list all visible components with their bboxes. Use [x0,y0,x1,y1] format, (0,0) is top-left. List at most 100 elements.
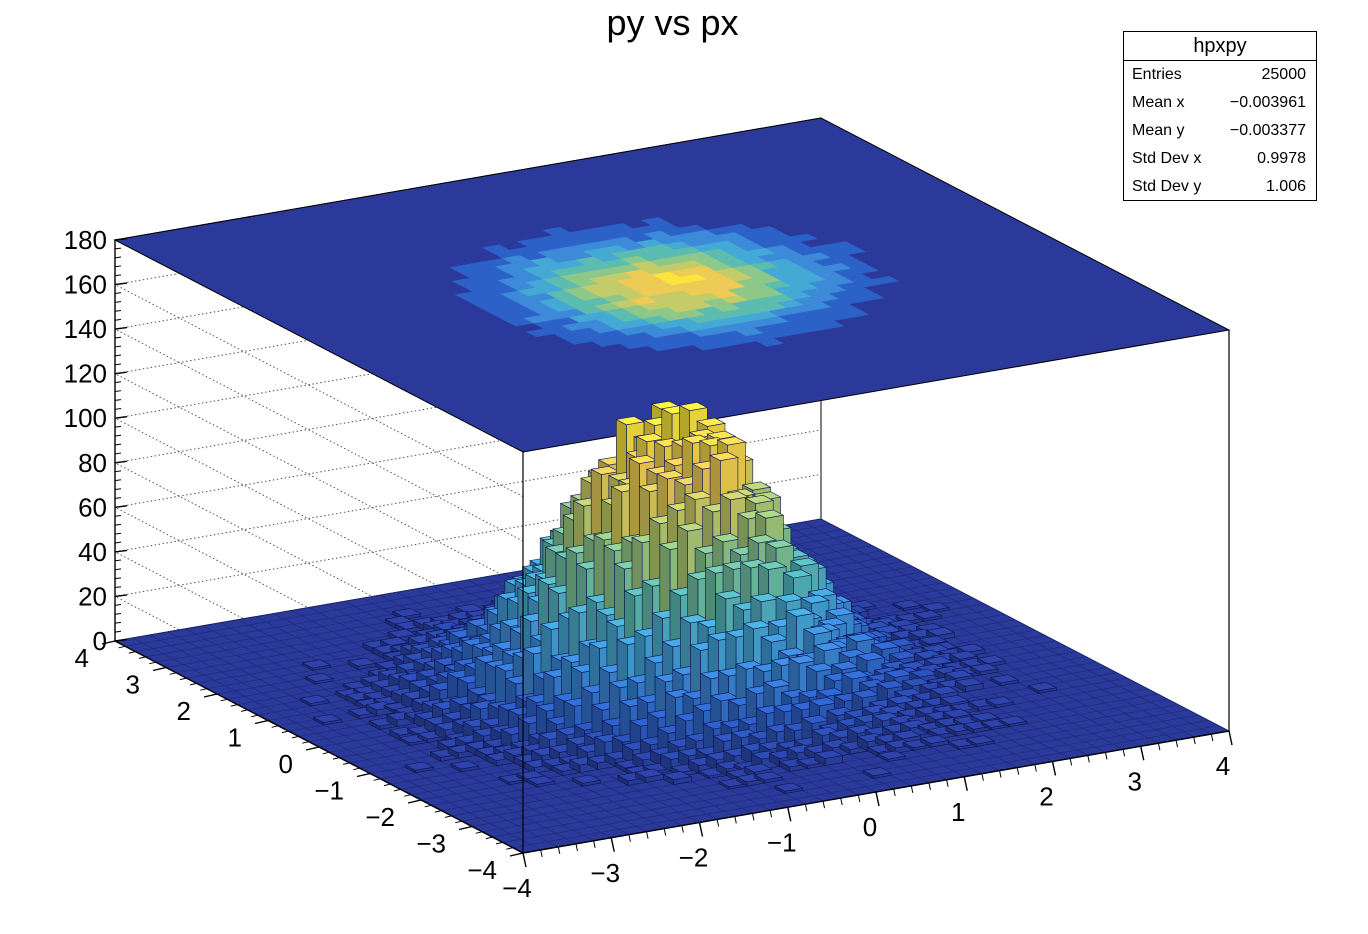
z-minor-tick [114,621,122,624]
bar-top-face [743,763,773,773]
x-minor-tick [1034,764,1037,772]
y-minor-tick [465,826,473,829]
bar [969,712,1000,725]
x-minor-tick [522,852,525,861]
contour-cell [770,186,801,196]
bar-top-face [976,654,1007,665]
x-minor-tick [857,794,861,803]
x-minor-tick [804,804,808,812]
bar-top-face [754,509,785,519]
stats-row-stddev-x: Std Dev x 0.9978 [1124,145,1316,173]
contour-cell [447,214,478,224]
z-tick-label: 60 [78,492,107,522]
bar-top-face [742,620,773,630]
x-tick-label: 4 [1216,751,1230,781]
bar-top-face [706,430,737,440]
bar [965,735,996,747]
y-minor-tick [332,757,340,760]
bar-top-face [800,714,831,724]
y-minor-tick [169,672,177,675]
bar-top-face [719,491,750,501]
y-minor-tick [363,773,371,776]
bar-top-face [912,610,943,620]
bar-top-face [714,590,745,600]
bar-top-face [782,569,813,579]
bar-top-face [876,680,906,690]
x-tick-label: 3 [1128,766,1142,796]
x-tick-label: −3 [590,858,620,888]
z-minor-tick [114,247,122,250]
bar [697,767,728,779]
z-minor-tick [114,372,122,375]
stats-label: Std Dev x [1132,150,1202,167]
y-minor-tick [179,677,187,681]
z-tick-label: 140 [64,314,107,344]
floor-gridline [785,524,1194,738]
y-minor-tick [261,720,269,723]
y-tick-label: 2 [177,696,191,726]
stats-label: Std Dev y [1132,178,1202,195]
y-minor-tick [251,714,258,718]
stats-value: −0.003961 [1229,94,1306,111]
contour-cell [345,295,375,305]
x-minor-tick [663,828,667,836]
z-tick [114,237,128,241]
bar-top-face [662,770,693,781]
bar [821,739,852,758]
x-minor-tick [963,776,967,784]
y-minor-tick [220,698,228,702]
z-minor-tick [114,283,122,286]
bar-top-face [802,625,833,635]
bar [984,696,1015,709]
floor-gridline [803,521,1212,735]
x-minor-tick [716,819,720,827]
y-minor-tick [506,847,513,850]
x-minor-tick [575,843,578,851]
bar-top-face [948,650,979,660]
bar-top-face [711,533,742,543]
contour-cell [347,259,377,269]
bar [969,663,999,676]
x-minor-tick [593,840,596,848]
y-minor-tick [200,688,207,691]
bar-top-face [813,749,844,759]
bar [919,734,950,748]
bar-top-face [634,768,665,778]
bar-top-face [301,659,332,669]
bar-top-face [892,599,923,609]
y-minor-tick [240,709,248,712]
bar-top-face [954,677,985,687]
contour-cell [808,194,839,204]
z-minor-tick [114,577,122,580]
y-minor-tick [159,667,167,670]
bar-top-face [628,454,659,464]
x-minor-tick [681,825,684,833]
y-minor-tick [210,693,218,696]
bar-top-face [813,642,843,652]
bar-top-face [787,654,818,664]
x-minor-tick [751,813,755,821]
x-minor-tick [787,807,790,815]
z-tick-label: 0 [93,626,107,656]
x-tick [1228,730,1233,746]
x-minor-tick [1016,767,1020,775]
bar [753,771,784,784]
z-minor-tick [114,318,122,321]
x-minor-tick [699,822,702,830]
floor-gridline [767,527,1177,741]
bar-top-face [391,608,422,618]
y-minor-tick [383,783,391,787]
x-minor-tick [928,782,931,790]
y-minor-tick [353,767,360,771]
z-minor-tick [114,470,122,473]
x-minor-tick [1052,761,1055,769]
bar-top-face [404,761,435,771]
z-tick-label: 80 [78,448,107,478]
bar-top-face [870,640,901,650]
bar [892,599,923,612]
contour-cell [956,246,986,256]
z-minor-tick [114,381,122,384]
x-minor-tick [875,791,878,800]
bar [571,774,602,787]
bar-top-face [716,436,747,446]
